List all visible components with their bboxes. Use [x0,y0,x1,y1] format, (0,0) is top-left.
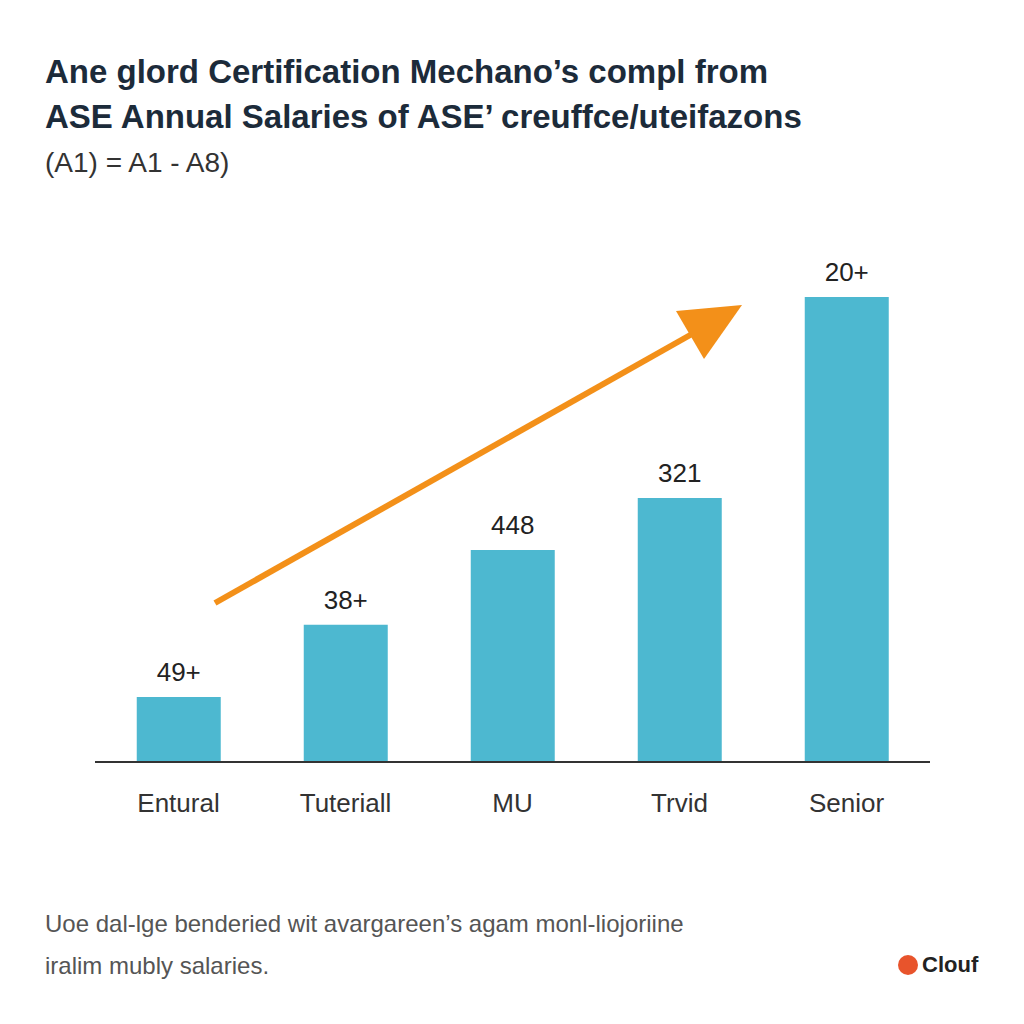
html-text:(A1) = A1 - A8): (A1) = A1 - A8) [45,147,230,178]
html-text:Ane glord Certification Mechan: Ane glord Certification Mechano’s compl … [45,53,768,90]
html-text:Uoe dal-lge benderied wit avar: Uoe dal-lge benderied wit avargareen’s a… [45,910,684,937]
svg-text:Tuteriall: Tuteriall [300,788,392,818]
svg-text:38+: 38+ [324,585,368,615]
html-text:iralim mubly salaries.: iralim mubly salaries. [45,952,270,979]
svg-text:20+: 20+ [825,257,869,287]
html-text:Clouf: Clouf [922,952,979,977]
svg-text:Entural: Entural [137,788,219,818]
svg-text:448: 448 [491,510,534,540]
svg-text:Trvid: Trvid [651,788,708,818]
svg-text:MU: MU [492,788,532,818]
svg-text:Senior: Senior [809,788,884,818]
svg-text:321: 321 [658,458,701,488]
html-text:ASE Annual Salaries of ASE’ cr: ASE Annual Salaries of ASE’ creuffce/ute… [45,98,802,135]
svg-text:49+: 49+ [157,657,201,687]
